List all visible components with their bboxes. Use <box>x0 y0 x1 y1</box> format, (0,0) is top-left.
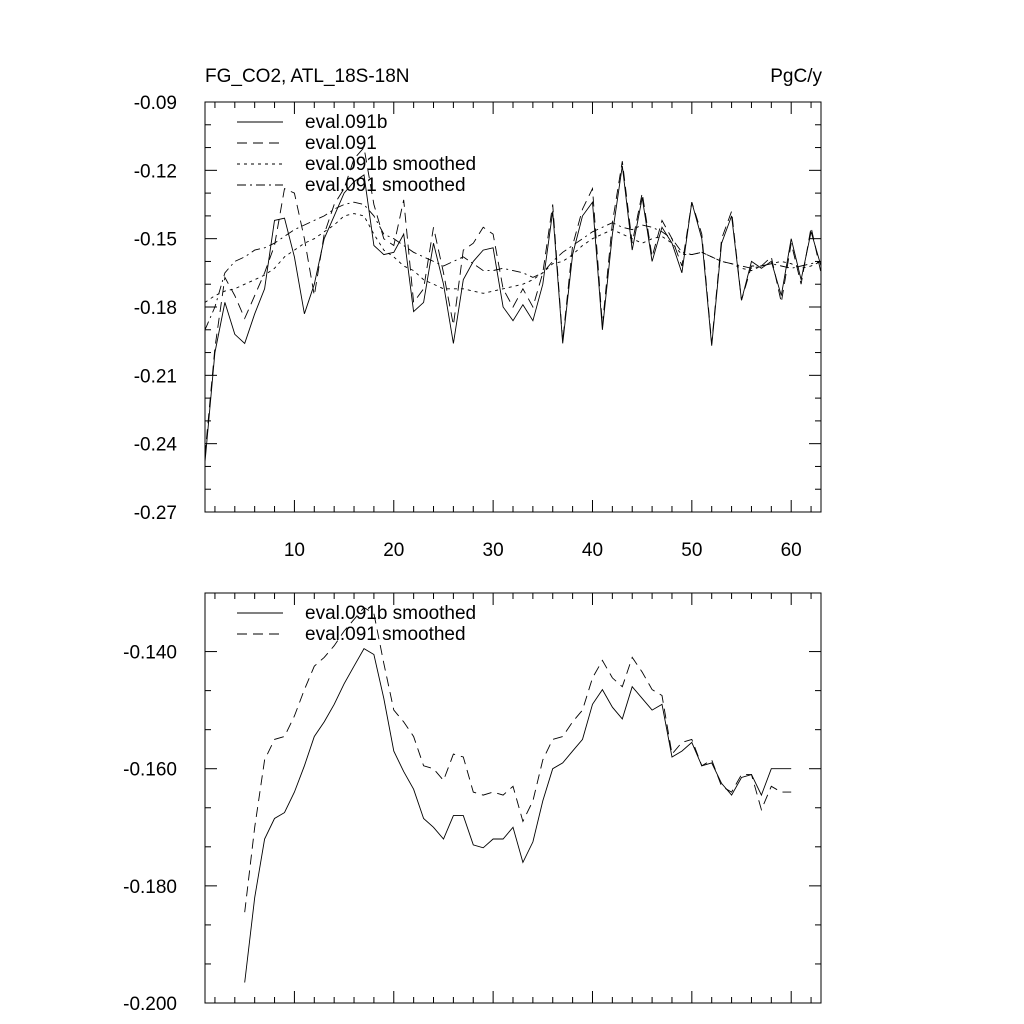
series-line <box>204 201 822 330</box>
y-tick-label: -0.24 <box>134 435 178 456</box>
x-tick-label: 50 <box>681 540 702 561</box>
legend-label: eval.091b <box>305 112 387 133</box>
x-tick-label: 60 <box>781 540 802 561</box>
legend-label: eval.091 smoothed <box>305 624 466 645</box>
y-tick-label: -0.21 <box>134 366 177 387</box>
series-lines <box>204 146 822 462</box>
y-tick-label: -0.140 <box>123 643 177 664</box>
units-label: PgC/y <box>770 66 822 87</box>
series-line <box>204 213 822 303</box>
y-tick-label: -0.12 <box>134 161 177 182</box>
axis-ticks: -0.09 -0.12 -0.15 -0.18 -0.21 -0.24 -0.27 10 20 3… <box>134 93 821 561</box>
series-line <box>244 607 792 913</box>
x-tick-label: 20 <box>383 540 404 561</box>
chart-title: FG_CO2, ATL_18S-18N <box>205 66 410 87</box>
x-tick-label: 10 <box>284 540 305 561</box>
series-line <box>244 647 792 983</box>
axis-ticks: -0.140 -0.160 -0.180 -0.200 <box>123 593 821 1015</box>
legend-label: eval.091 smoothed <box>305 175 466 196</box>
x-tick-label: 40 <box>582 540 603 561</box>
y-tick-label: -0.18 <box>134 298 177 319</box>
y-tick-label: -0.160 <box>123 760 177 781</box>
top-panel: FG_CO2, ATL_18S-18N PgC/y -0.09 -0.12 -0.1… <box>134 66 823 561</box>
x-tick-label: 30 <box>483 540 504 561</box>
y-tick-label: -0.180 <box>123 877 177 898</box>
y-tick-label: -0.27 <box>134 503 177 524</box>
y-tick-label: -0.15 <box>134 230 177 251</box>
bottom-panel: -0.140 -0.160 -0.180 -0.200 eval.091b smoot… <box>123 592 822 1015</box>
legend-label: eval.091 <box>305 133 377 154</box>
series-lines <box>244 607 792 983</box>
y-tick-label: -0.09 <box>134 93 177 114</box>
legend-label: eval.091b smoothed <box>305 154 476 175</box>
series-line <box>204 146 822 456</box>
y-tick-label: -0.200 <box>123 994 177 1015</box>
legend-label: eval.091b smoothed <box>305 603 476 624</box>
